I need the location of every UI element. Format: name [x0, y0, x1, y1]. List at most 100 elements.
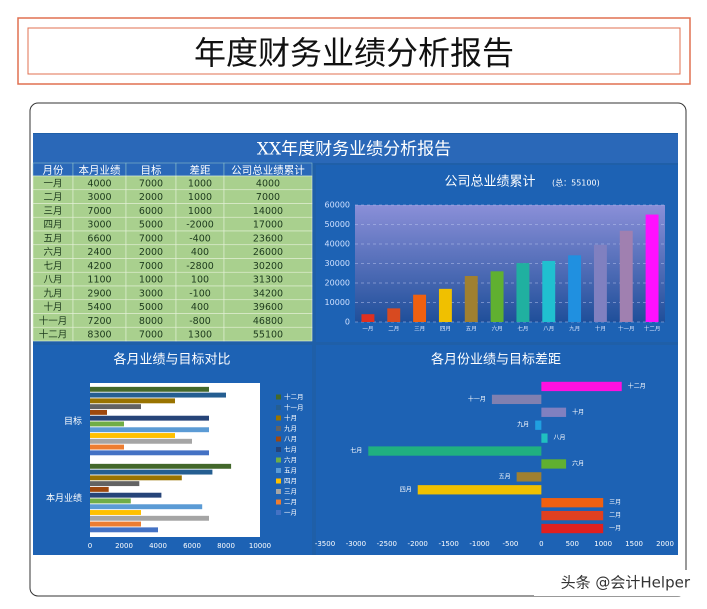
cell-text: 七月: [43, 261, 62, 272]
cell-text: 八月: [43, 275, 62, 286]
bar-label: 十二月: [628, 382, 646, 390]
bar-label: 六月: [572, 459, 584, 467]
cell-text: 1000: [139, 275, 163, 286]
cell-text: 400: [191, 302, 209, 313]
page-title: 年度财务业绩分析报告: [194, 34, 514, 72]
cell-text: 1000: [188, 192, 212, 203]
cell-text: 7000: [87, 206, 111, 217]
cell-text: 8300: [87, 330, 111, 341]
x-tick-label: 三月: [414, 326, 425, 333]
cell-text: 九月: [43, 287, 62, 299]
legend-swatch: [276, 394, 281, 400]
bar: [490, 271, 504, 322]
bar: [90, 427, 209, 433]
legend-swatch: [276, 405, 281, 410]
column-header: 公司总业绩累计: [231, 164, 305, 177]
cell-text: 34200: [253, 288, 283, 299]
bar-label: 十月: [572, 408, 584, 416]
bar: [90, 527, 158, 533]
bar: [368, 446, 542, 456]
cell-text: 五月: [43, 233, 62, 244]
cell-text: 十月: [43, 301, 62, 313]
chart-title: 各月业绩与目标对比: [113, 352, 230, 368]
bar: [541, 433, 548, 443]
cell-text: 7200: [87, 316, 111, 327]
bar: [90, 398, 175, 404]
legend-label: 六月: [284, 455, 297, 464]
cell-text: -400: [189, 233, 211, 244]
y-tick-label: 目标: [64, 415, 82, 427]
x-tick-label: 1500: [625, 540, 643, 548]
cell-text: 2000: [139, 247, 163, 258]
cell-text: 7000: [139, 261, 163, 272]
bar: [417, 485, 542, 495]
frame: [29, 102, 687, 597]
x-tick-label: 八月: [543, 326, 554, 333]
bar: [361, 314, 375, 322]
cell-text: 2400: [87, 247, 111, 258]
bar: [413, 294, 427, 322]
bar-label: 二月: [609, 512, 621, 519]
cell-text: 7000: [139, 330, 163, 341]
x-tick-label: 0: [88, 542, 92, 550]
x-tick-label: -1000: [469, 540, 489, 548]
bar-label: 四月: [400, 486, 412, 493]
cell: [223, 326, 313, 342]
bar: [516, 472, 542, 482]
cell-text: 8000: [139, 316, 163, 327]
bar: [541, 510, 604, 521]
legend-label: 一月: [284, 509, 297, 517]
bar: [541, 498, 604, 508]
cell-text: 31300: [253, 275, 283, 286]
cell-text: 十二月: [39, 329, 68, 341]
bar: [438, 288, 452, 322]
cell-text: 1000: [188, 178, 212, 189]
legend-label: 八月: [284, 435, 297, 443]
x-tick-label: 二月: [388, 326, 399, 333]
x-tick-label: -2000: [408, 540, 428, 548]
column-header: 月份: [43, 165, 64, 177]
y-tick-label: 60000: [325, 201, 350, 210]
cell-text: 7000: [256, 192, 280, 203]
legend-label: 十月: [284, 413, 297, 422]
legend-swatch: [276, 447, 281, 452]
cell-text: -100: [189, 288, 211, 299]
x-tick-label: 一月: [362, 326, 373, 333]
chart-title: 公司总业绩累计: [444, 175, 535, 190]
cell-text: 十一月: [39, 315, 68, 327]
cell-text: 30200: [253, 261, 283, 272]
cell-text: -800: [189, 316, 211, 327]
legend-swatch: [276, 457, 281, 463]
bar-label: 十一月: [468, 395, 486, 403]
legend-swatch: [276, 436, 281, 442]
bar: [90, 475, 182, 481]
x-tick-label: 六月: [492, 325, 503, 333]
legend-swatch: [276, 510, 281, 515]
bar-label: 三月: [609, 499, 621, 506]
banner-frame: [17, 17, 691, 85]
legend-label: 七月: [284, 445, 297, 454]
x-tick-label: -3000: [346, 540, 366, 548]
legend-label: 三月: [284, 488, 297, 496]
bar: [90, 504, 203, 510]
x-tick-label: 2000: [656, 540, 674, 548]
column-header: 本月业绩: [79, 164, 121, 177]
x-tick-label: 十月: [595, 325, 606, 333]
cell-text: 5000: [139, 220, 163, 231]
cell-text: 55100: [253, 330, 283, 341]
x-tick-label: 4000: [149, 542, 167, 550]
cell-text: 6000: [139, 206, 163, 217]
legend-swatch: [276, 468, 281, 473]
cell-text: 14000: [253, 206, 283, 217]
x-tick-label: 七月: [517, 325, 528, 333]
banner-frame-inner: [27, 27, 681, 75]
x-tick-label: 九月: [569, 325, 580, 333]
bar: [90, 450, 209, 456]
bar-label: 九月: [517, 421, 529, 429]
x-tick-label: -1500: [438, 540, 458, 548]
bar: [90, 521, 141, 527]
cell-text: 四月: [43, 220, 62, 231]
y-tick-label: 本月业绩: [46, 492, 82, 504]
column-header: 目标: [141, 165, 162, 177]
